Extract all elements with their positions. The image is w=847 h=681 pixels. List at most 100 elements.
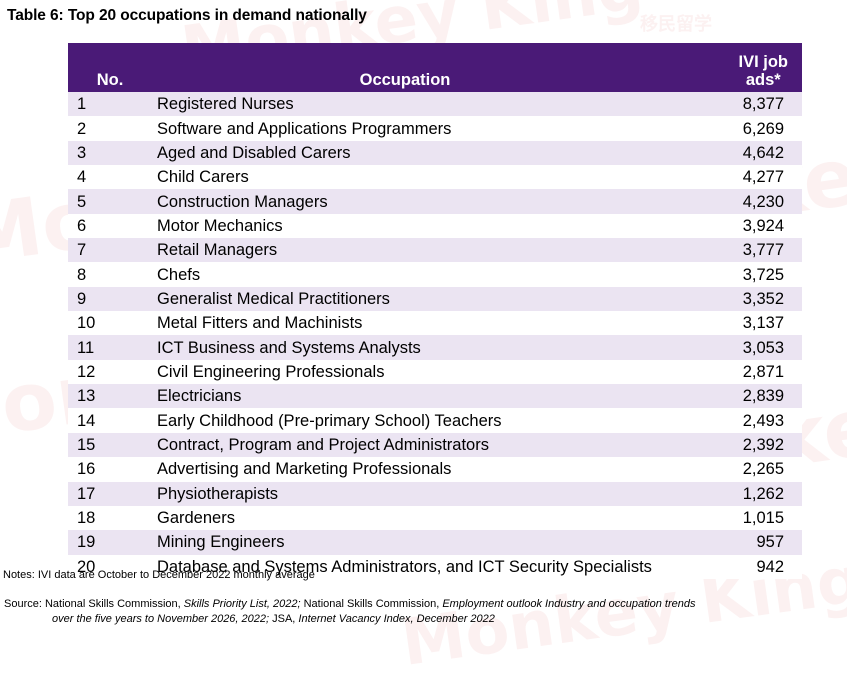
- table-row: 9 Generalist Medical Practitioners 3,352: [68, 286, 802, 312]
- table-row: 19 Mining Engineers 957: [68, 530, 802, 555]
- cell-rank: 2: [68, 116, 152, 141]
- cell-rank: 7: [68, 238, 152, 263]
- source-text: National Skills Commission,: [41, 598, 184, 610]
- cell-rank: 3: [68, 140, 152, 166]
- cell-occupation: Early Childhood (Pre-primary School) Tea…: [152, 408, 658, 433]
- table-row: 14 Early Childhood (Pre-primary School) T…: [68, 408, 802, 433]
- column-header-occupation: Occupation: [152, 43, 658, 92]
- column-header-ivi-line2: ads*: [745, 71, 781, 89]
- table-row: 6 Motor Mechanics 3,924: [68, 213, 802, 239]
- cell-ivi-job-ads: 4,642: [658, 140, 802, 166]
- cell-ivi-job-ads: 3,053: [658, 335, 802, 360]
- cell-rank: 20: [68, 554, 152, 579]
- cell-occupation: Retail Managers: [152, 238, 658, 263]
- cell-ivi-job-ads: 3,137: [658, 311, 802, 336]
- cell-ivi-job-ads: 3,725: [658, 262, 802, 287]
- table-row: 2 Software and Applications Programmers 6,…: [68, 116, 802, 141]
- cell-ivi-job-ads: 2,871: [658, 359, 802, 385]
- cell-occupation: Gardeners: [152, 505, 658, 531]
- cell-occupation: Physiotherapists: [152, 481, 658, 506]
- column-header-ivi-job-ads: IVI job ads*: [658, 43, 802, 92]
- cell-rank: 19: [68, 530, 152, 555]
- cell-ivi-job-ads: 4,277: [658, 165, 802, 190]
- cell-occupation: Child Carers: [152, 165, 658, 190]
- table-header-row: No. Occupation IVI job ads*: [68, 43, 802, 92]
- occupations-table: No. Occupation IVI job ads* 1 Registered …: [68, 43, 802, 579]
- table-row: 15 Contract, Program and Project Administ…: [68, 432, 802, 458]
- cell-rank: 8: [68, 262, 152, 287]
- cell-rank: 11: [68, 335, 152, 360]
- cell-ivi-job-ads: 942: [658, 554, 802, 579]
- source-title: Internet Vacancy Index, December 2022: [298, 613, 495, 625]
- cell-occupation: Contract, Program and Project Administra…: [152, 432, 658, 458]
- cell-ivi-job-ads: 2,392: [658, 432, 802, 458]
- table-row: 12 Civil Engineering Professionals 2,871: [68, 359, 802, 385]
- table-row: 18 Gardeners 1,015: [68, 505, 802, 531]
- cell-ivi-job-ads: 3,924: [658, 213, 802, 239]
- cell-ivi-job-ads: 957: [658, 530, 802, 555]
- occupations-table-wrapper: No. Occupation IVI job ads* 1 Registered …: [68, 43, 802, 579]
- cell-occupation: Advertising and Marketing Professionals: [152, 457, 658, 482]
- table-row: 20 Database and Systems Administrators, a…: [68, 554, 802, 579]
- cell-rank: 5: [68, 189, 152, 214]
- cell-rank: 12: [68, 359, 152, 385]
- cell-occupation: Construction Managers: [152, 189, 658, 214]
- cell-rank: 15: [68, 432, 152, 458]
- cell-ivi-job-ads: 1,015: [658, 505, 802, 531]
- source-text: JSA,: [269, 613, 299, 625]
- cell-occupation: Civil Engineering Professionals: [152, 359, 658, 385]
- cell-rank: 9: [68, 286, 152, 312]
- table-row: 16 Advertising and Marketing Professional…: [68, 457, 802, 482]
- cell-ivi-job-ads: 2,839: [658, 384, 802, 409]
- source-title: Employment outlook Industry and occupati…: [442, 598, 696, 610]
- source-text: National Skills Commission,: [300, 598, 443, 610]
- cell-ivi-job-ads: 4,230: [658, 189, 802, 214]
- table-row: 3 Aged and Disabled Carers 4,642: [68, 140, 802, 166]
- table-title: Table 6: Top 20 occupations in demand na…: [7, 7, 367, 24]
- cell-occupation: Generalist Medical Practitioners: [152, 286, 658, 312]
- table-row: 1 Registered Nurses 8,377: [68, 92, 802, 117]
- table-row: 4 Child Carers 4,277: [68, 165, 802, 190]
- cell-rank: 13: [68, 384, 152, 409]
- table-row: 5 Construction Managers 4,230: [68, 189, 802, 214]
- cell-rank: 17: [68, 481, 152, 506]
- cell-rank: 10: [68, 311, 152, 336]
- column-header-no: No.: [68, 43, 152, 92]
- cell-occupation: Software and Applications Programmers: [152, 116, 658, 141]
- cell-ivi-job-ads: 3,352: [658, 286, 802, 312]
- cell-ivi-job-ads: 8,377: [658, 92, 802, 117]
- cell-rank: 6: [68, 213, 152, 239]
- table-note: Notes: IVI data are October to December …: [3, 569, 315, 581]
- cell-occupation: Mining Engineers: [152, 530, 658, 555]
- cell-rank: 18: [68, 505, 152, 531]
- cell-rank: 1: [68, 92, 152, 117]
- table-body: 1 Registered Nurses 8,377 2 Software and App…: [68, 92, 802, 579]
- cell-ivi-job-ads: 6,269: [658, 116, 802, 141]
- cell-occupation: Metal Fitters and Machinists: [152, 311, 658, 336]
- source-label: Source:: [4, 598, 42, 610]
- table-row: 13 Electricians 2,839: [68, 384, 802, 409]
- cell-ivi-job-ads: 2,265: [658, 457, 802, 482]
- cell-ivi-job-ads: 3,777: [658, 238, 802, 263]
- cell-occupation: Registered Nurses: [152, 92, 658, 117]
- cell-ivi-job-ads: 2,493: [658, 408, 802, 433]
- cell-ivi-job-ads: 1,262: [658, 481, 802, 506]
- table-row: 11 ICT Business and Systems Analysts 3,053: [68, 335, 802, 360]
- source-title: Skills Priority List, 2022;: [183, 598, 301, 610]
- cell-occupation: Electricians: [152, 384, 658, 409]
- source-citation: Source: National Skills Commission, Skil…: [4, 597, 844, 627]
- watermark-text: 移民留学: [640, 14, 712, 35]
- cell-occupation: Motor Mechanics: [152, 213, 658, 239]
- table-row: 10 Metal Fitters and Machinists 3,137: [68, 311, 802, 336]
- cell-rank: 16: [68, 457, 152, 482]
- column-header-ivi-line1: IVI job: [738, 53, 789, 71]
- table-row: 17 Physiotherapists 1,262: [68, 481, 802, 506]
- cell-occupation: Database and Systems Administrators, and…: [152, 554, 658, 579]
- cell-occupation: ICT Business and Systems Analysts: [152, 335, 658, 360]
- cell-rank: 14: [68, 408, 152, 433]
- source-title: over the five years to November 2026, 20…: [52, 613, 270, 625]
- table-row: 8 Chefs 3,725: [68, 262, 802, 287]
- cell-occupation: Chefs: [152, 262, 658, 287]
- cell-rank: 4: [68, 165, 152, 190]
- table-row: 7 Retail Managers 3,777: [68, 238, 802, 263]
